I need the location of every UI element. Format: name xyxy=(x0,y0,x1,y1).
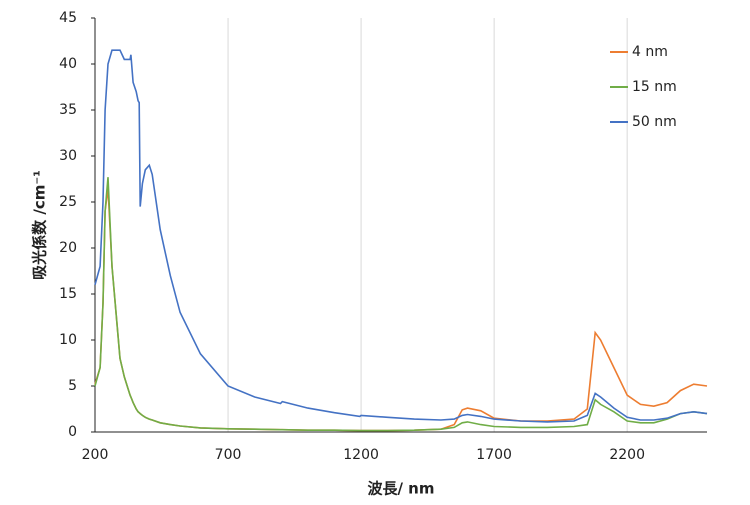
x-tick-label: 1200 xyxy=(343,447,379,463)
y-tick-label: 25 xyxy=(59,194,77,210)
legend-label: 50 nm xyxy=(632,114,677,130)
line-series xyxy=(94,177,708,432)
line-series xyxy=(94,188,708,432)
x-tick-label: 1700 xyxy=(476,447,512,463)
y-tick-label: 0 xyxy=(68,424,77,440)
x-tick-label: 2200 xyxy=(609,447,645,463)
x-tick-label: 700 xyxy=(215,447,242,463)
x-axis-title: 波長/ nm xyxy=(367,480,434,498)
y-tick-label: 20 xyxy=(59,240,77,256)
y-tick-label: 15 xyxy=(59,286,77,302)
y-axis-title: 吸光係数 /cm⁻¹ xyxy=(31,170,49,280)
y-tick-label: 40 xyxy=(59,56,77,72)
y-tick-label: 30 xyxy=(59,148,77,164)
y-tick-label: 45 xyxy=(59,10,77,26)
line-series xyxy=(94,49,708,423)
legend-label: 15 nm xyxy=(632,79,677,95)
y-tick-label: 5 xyxy=(68,378,77,394)
y-tick-label: 35 xyxy=(59,102,77,118)
legend-label: 4 nm xyxy=(632,44,668,60)
y-tick-label: 10 xyxy=(59,332,77,348)
x-tick-label: 200 xyxy=(82,447,109,463)
